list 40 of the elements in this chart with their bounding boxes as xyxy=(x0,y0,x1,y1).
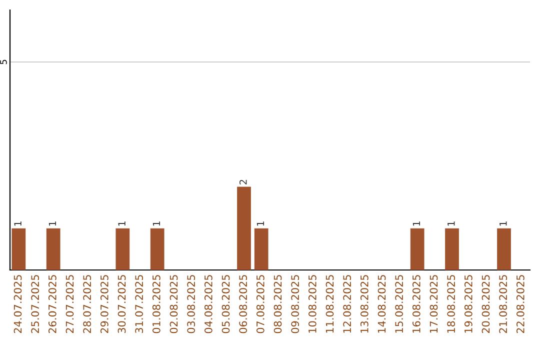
x-tick-label: 10.08.2025 xyxy=(308,275,316,333)
x-tick-label: 08.08.2025 xyxy=(274,275,282,334)
x-tick-label: 15.08.2025 xyxy=(395,275,404,333)
data-label: 1 xyxy=(500,221,507,226)
x-tick-label: 22.08.2025 xyxy=(516,275,524,334)
x-tick-label: 28.07.2025 xyxy=(83,275,92,334)
x-tick-label: 17.08.2025 xyxy=(430,275,438,333)
x-tick-label: 06.08.2025 xyxy=(239,275,248,334)
x-tick-label: 11.08.2025 xyxy=(326,275,334,333)
data-label: 1 xyxy=(118,221,126,226)
x-tick-label: 19.08.2025 xyxy=(464,275,472,333)
x-tick-label: 26.07.2025 xyxy=(48,275,56,334)
x-tick-label: 29.07.2025 xyxy=(100,275,108,334)
x-tick-label: 02.08.2025 xyxy=(170,275,178,334)
x-tick-label: 25.07.2025 xyxy=(31,275,40,334)
x-tick-label: 20.08.2025 xyxy=(482,275,490,334)
x-tick-label: 31.07.2025 xyxy=(135,275,144,334)
x-tick-label: 03.08.2025 xyxy=(187,275,196,334)
data-label: 1 xyxy=(48,221,56,226)
data-label: 1 xyxy=(412,221,420,226)
data-label: 2 xyxy=(239,180,247,184)
x-tick-label: 04.08.2025 xyxy=(204,275,212,334)
data-label: 1 xyxy=(256,221,264,226)
data-label: 1 xyxy=(14,221,22,226)
x-tick-label: 07.08.2025 xyxy=(256,275,264,334)
x-tick-label: 16.08.2025 xyxy=(412,275,420,333)
y-tick-label: 5 xyxy=(0,60,7,64)
x-tick-label: 12.08.2025 xyxy=(343,275,352,333)
data-label: 1 xyxy=(152,221,160,226)
x-tick-label: 09.08.2025 xyxy=(291,275,300,334)
x-tick-label: 21.08.2025 xyxy=(499,275,508,334)
x-tick-label: 05.08.2025 xyxy=(222,275,230,334)
x-tick-label: 24.07.2025 xyxy=(14,275,22,334)
x-tick-label: 27.07.2025 xyxy=(66,275,74,334)
x-tick-label: 14.08.2025 xyxy=(378,275,386,333)
x-tick-label: 01.08.2025 xyxy=(152,275,160,334)
x-tick-label: 18.08.2025 xyxy=(447,275,456,333)
data-label: 1 xyxy=(448,221,455,226)
x-tick-label: 30.07.2025 xyxy=(118,275,126,334)
x-tick-label: 13.08.2025 xyxy=(360,275,368,333)
